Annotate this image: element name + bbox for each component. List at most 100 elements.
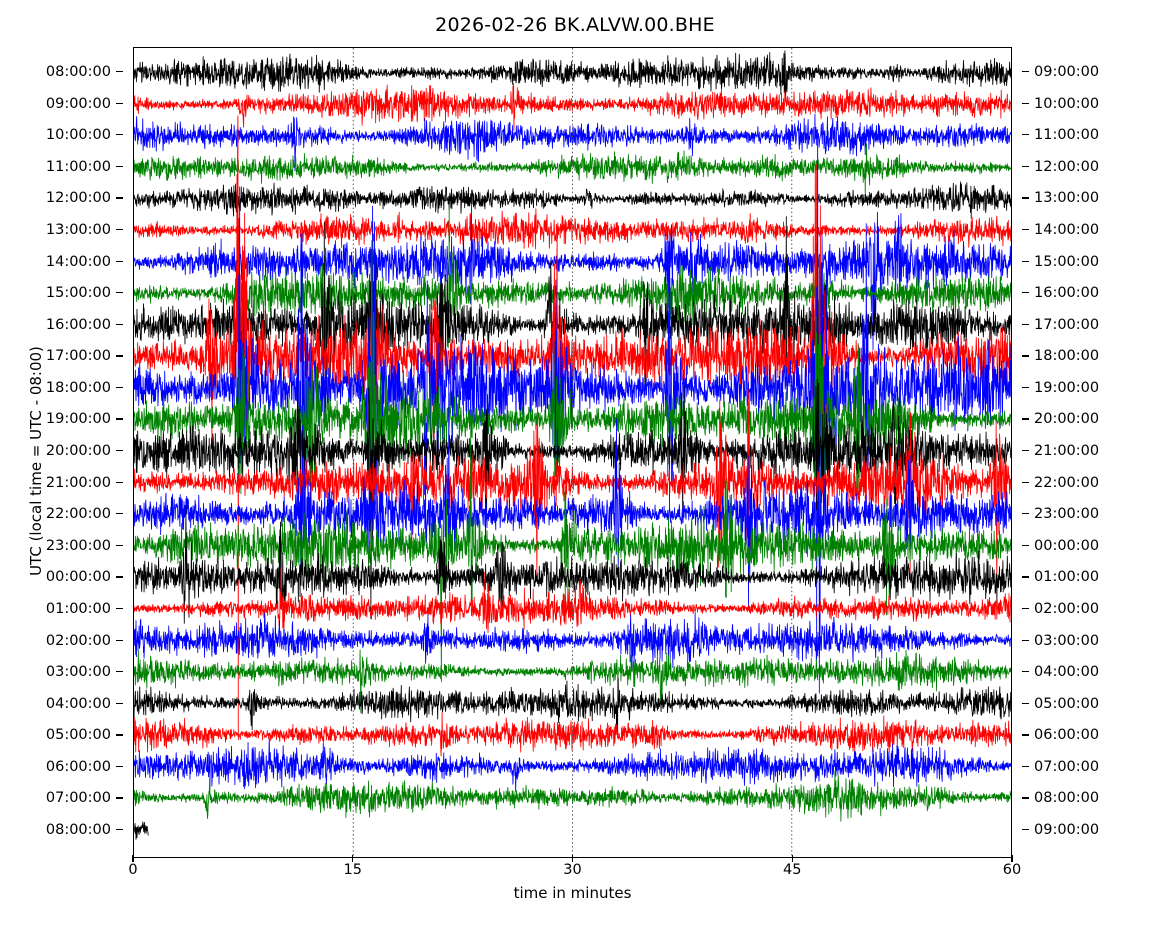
trace-row: [134, 821, 149, 840]
left-time-axis: 08:00:00 09:00:00 10:00:00 11:00:00 12:00:00…: [0, 47, 123, 858]
tick-mark: [791, 855, 793, 862]
tick-mark: [1022, 292, 1029, 294]
left-time-tick-label: 15:00:00: [45, 285, 111, 302]
tick-mark: [116, 450, 123, 452]
tick-mark: [116, 544, 123, 547]
tick-mark: [1022, 450, 1029, 452]
right-time-tick-label: 18:00:00: [1034, 348, 1100, 365]
right-time-tick-label: 09:00:00: [1034, 822, 1100, 838]
left-time-tick-label: 22:00:00: [45, 506, 111, 523]
trace-row: [134, 711, 1011, 757]
tick-mark: [1022, 576, 1029, 578]
tick-mark: [1022, 71, 1029, 73]
left-time-tick-label: 08:00:00: [45, 64, 111, 80]
tick-mark: [116, 702, 123, 704]
left-time-tick-label: 08:00:00: [45, 822, 111, 838]
right-time-tick-label: 08:00:00: [1034, 790, 1100, 807]
tick-mark: [1022, 702, 1029, 704]
tick-mark: [116, 576, 123, 578]
seismogram-traces: [134, 50, 1011, 840]
tick-mark: [1022, 134, 1029, 136]
tick-mark: [1022, 355, 1029, 357]
left-time-tick-label: 07:00:00: [45, 790, 111, 807]
right-time-tick-label: 00:00:00: [1034, 537, 1100, 554]
tick-mark: [1011, 855, 1013, 862]
tick-mark: [116, 260, 123, 262]
tick-mark: [116, 102, 123, 104]
right-time-tick-label: 09:00:00: [1034, 64, 1100, 80]
x-axis-tick-label: 0: [128, 862, 138, 878]
right-time-tick-label: 06:00:00: [1034, 727, 1100, 744]
left-time-tick-label: 17:00:00: [45, 348, 111, 365]
x-axis-tick-label: 15: [343, 862, 362, 878]
left-time-tick-label: 19:00:00: [45, 411, 111, 428]
tick-mark: [116, 134, 123, 136]
tick-mark: [1022, 102, 1029, 104]
right-time-tick-label: 01:00:00: [1034, 569, 1100, 586]
tick-mark: [116, 418, 123, 420]
tick-mark: [116, 734, 123, 736]
left-time-tick-label: 05:00:00: [45, 727, 111, 744]
left-time-tick-label: 16:00:00: [45, 316, 111, 333]
tick-mark: [116, 228, 123, 231]
tick-mark: [1022, 544, 1029, 547]
tick-mark: [116, 765, 123, 768]
tick-mark: [1022, 797, 1029, 799]
left-time-tick-label: 03:00:00: [45, 664, 111, 681]
tick-mark: [1022, 734, 1029, 736]
right-time-tick-label: 15:00:00: [1034, 253, 1100, 270]
right-time-tick-label: 04:00:00: [1034, 664, 1100, 681]
tick-mark: [571, 855, 574, 862]
right-time-tick-label: 03:00:00: [1034, 632, 1100, 649]
tick-mark: [1022, 165, 1029, 168]
right-time-tick-label: 02:00:00: [1034, 600, 1100, 617]
y-axis-label: UTC (local time = UTC - 08:00): [27, 346, 45, 576]
left-time-tick-label: 00:00:00: [45, 569, 111, 586]
trace-row: [134, 143, 1011, 197]
right-time-tick-label: 20:00:00: [1034, 411, 1100, 428]
left-time-tick-label: 14:00:00: [45, 253, 111, 270]
right-time-tick-label: 17:00:00: [1034, 316, 1100, 333]
tick-mark: [116, 671, 123, 673]
trace-row: [134, 612, 1011, 670]
tick-mark: [116, 386, 123, 389]
tick-mark: [1022, 607, 1029, 610]
right-time-tick-label: 19:00:00: [1034, 379, 1100, 396]
left-time-tick-label: 18:00:00: [45, 379, 111, 396]
left-time-tick-label: 21:00:00: [45, 474, 111, 491]
right-time-tick-label: 12:00:00: [1034, 158, 1100, 175]
tick-mark: [1022, 197, 1029, 199]
tick-mark: [116, 829, 123, 831]
tick-mark: [1022, 323, 1029, 325]
right-time-tick-label: 13:00:00: [1034, 190, 1100, 207]
x-axis-label: time in minutes: [513, 884, 632, 902]
left-time-tick-label: 12:00:00: [45, 190, 111, 207]
tick-mark: [116, 481, 123, 483]
tick-mark: [116, 197, 123, 199]
left-time-tick-label: 02:00:00: [45, 632, 111, 649]
right-time-tick-label: 22:00:00: [1034, 474, 1100, 491]
trace-row: [134, 82, 1011, 131]
tick-mark: [116, 323, 123, 325]
left-time-tick-label: 06:00:00: [45, 758, 111, 775]
page-title: 2026-02-26 BK.ALVW.00.BHE: [435, 14, 715, 36]
trace-row: [134, 208, 1011, 252]
left-time-tick-label: 01:00:00: [45, 600, 111, 617]
left-time-tick-label: 09:00:00: [45, 95, 111, 112]
tick-mark: [116, 71, 123, 73]
tick-mark: [1022, 418, 1029, 420]
tick-mark: [1022, 513, 1029, 515]
trace-row: [134, 181, 1011, 219]
tick-mark: [132, 855, 134, 862]
left-time-tick-label: 13:00:00: [45, 221, 111, 238]
plot-area: [133, 47, 1012, 858]
tick-mark: [116, 292, 123, 294]
left-time-tick-label: 20:00:00: [45, 443, 111, 459]
tick-mark: [1022, 765, 1029, 768]
tick-mark: [116, 607, 123, 610]
tick-mark: [1022, 386, 1029, 389]
left-time-tick-label: 11:00:00: [45, 158, 111, 175]
right-time-tick-label: 23:00:00: [1034, 506, 1100, 523]
x-axis-tick-label: 30: [563, 862, 582, 878]
